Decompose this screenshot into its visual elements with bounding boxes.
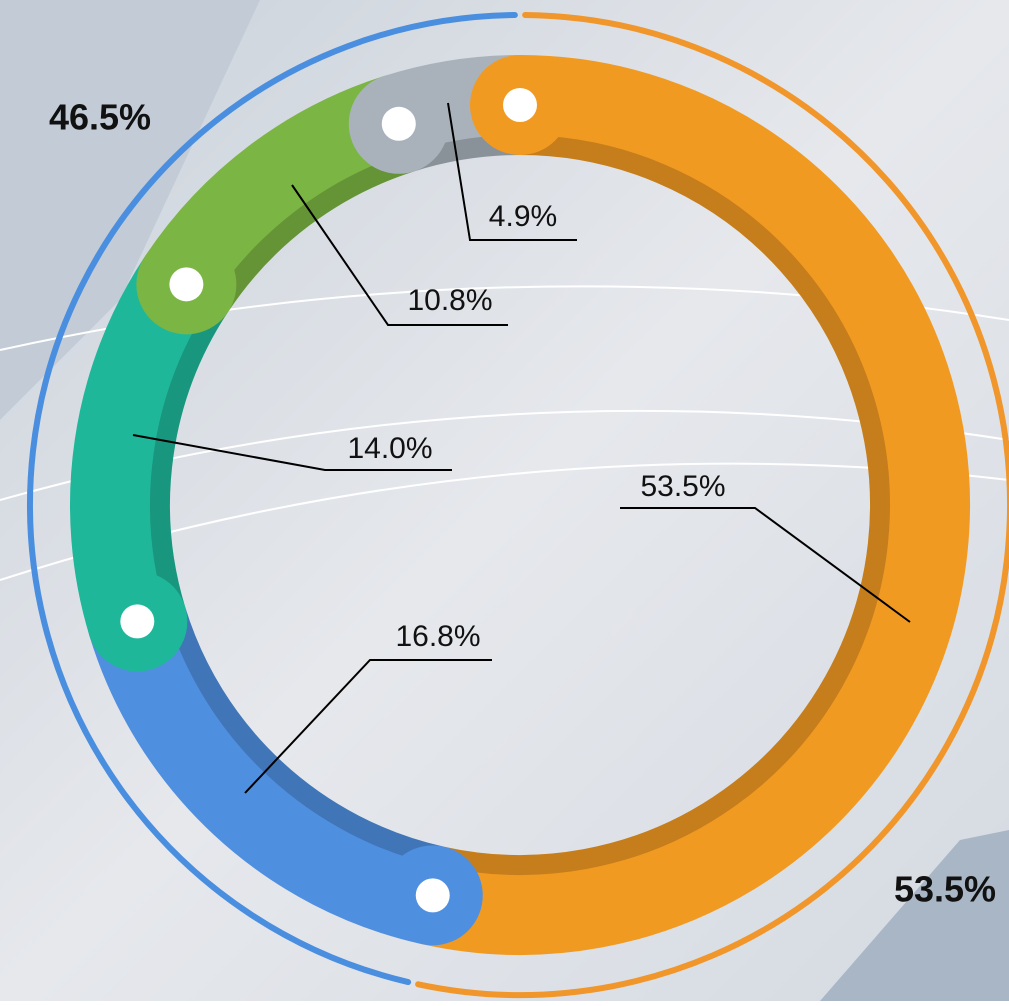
leader-line: [244, 659, 492, 794]
cap-dot: [120, 604, 155, 639]
leader-line: [620, 507, 911, 623]
segment-rim: [211, 152, 414, 312]
value-label: 4.9%: [489, 200, 557, 233]
cap-dot: [415, 878, 450, 913]
value-label: 10.8%: [407, 284, 492, 317]
map-shape: [820, 830, 1009, 1001]
segment-rim: [150, 300, 229, 613]
group-arc: [26, 12, 518, 986]
cap-dot: [381, 106, 416, 141]
cap-dot: [169, 267, 204, 302]
group-label: 46.5%: [49, 97, 151, 138]
leader-line: [132, 434, 452, 471]
segment: [89, 606, 445, 945]
group-label: 53.5%: [894, 869, 996, 910]
group-arc: [415, 12, 1009, 998]
value-label: 53.5%: [640, 470, 725, 503]
value-label: 14.0%: [347, 432, 432, 465]
segment: [421, 55, 970, 955]
leader-line: [447, 102, 577, 241]
cap-dot: [503, 88, 537, 122]
plot: 53.5% 46.5% 53.5% 16.8% 14.0% 10.8% 4.9%: [26, 12, 1009, 998]
leader-line: [291, 184, 508, 326]
value-label: 16.8%: [395, 620, 480, 653]
segment-rim: [166, 606, 444, 867]
segment-rim: [439, 135, 890, 875]
